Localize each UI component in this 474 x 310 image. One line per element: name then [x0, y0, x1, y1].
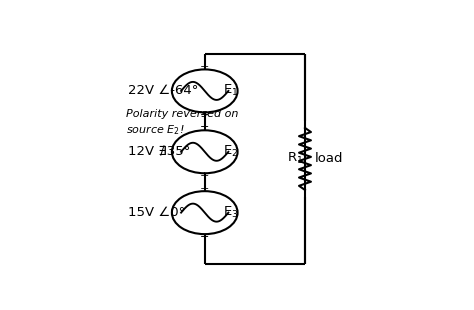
Text: +: +: [200, 171, 210, 181]
Text: R$_1$: R$_1$: [287, 151, 303, 166]
Text: E$_2$: E$_2$: [223, 144, 238, 159]
Text: Polarity reversed on
source E$_2$!: Polarity reversed on source E$_2$!: [126, 109, 238, 137]
Text: −: −: [200, 122, 210, 132]
Text: 15V ∠0°: 15V ∠0°: [128, 206, 186, 219]
Text: +: +: [200, 184, 210, 194]
Text: E$_3$: E$_3$: [223, 205, 238, 220]
Text: −: −: [200, 110, 210, 120]
Text: +: +: [200, 62, 210, 72]
Text: 12V ∄35°: 12V ∄35°: [128, 145, 191, 158]
Text: 22V ∠-64°: 22V ∠-64°: [128, 84, 199, 97]
Text: E$_1$: E$_1$: [223, 83, 238, 99]
Text: −: −: [200, 232, 210, 242]
Text: load: load: [315, 153, 343, 166]
